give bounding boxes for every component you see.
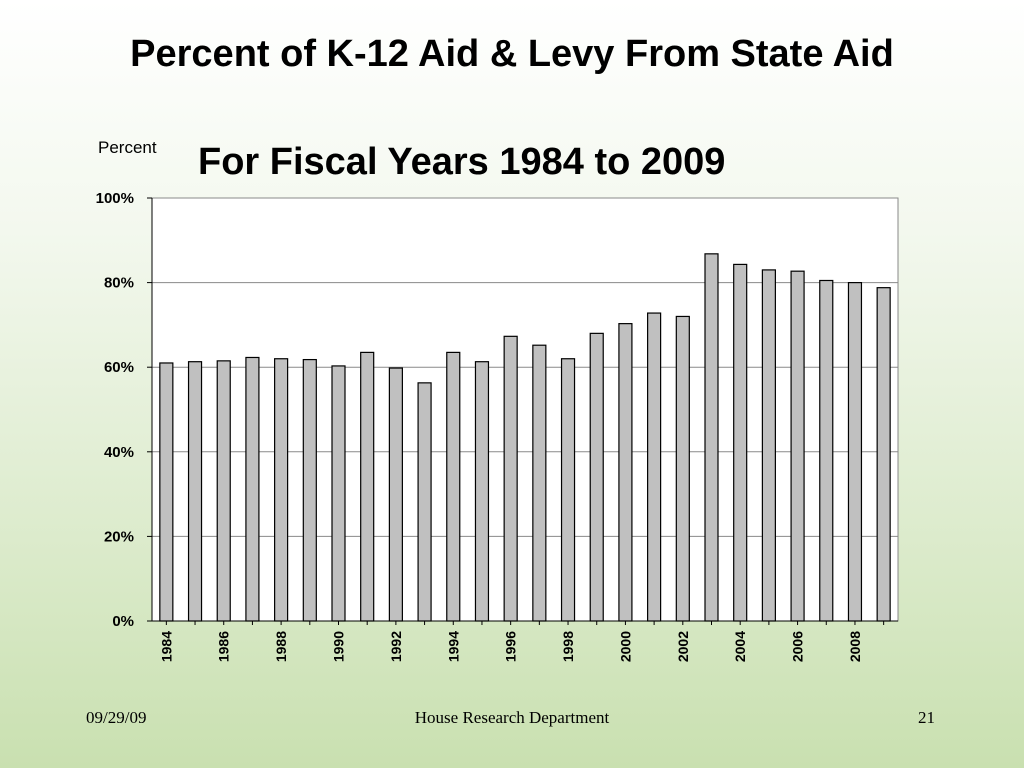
y-tick-label: 80% (104, 275, 134, 292)
slide-title: Percent of K-12 Aid & Levy From State Ai… (60, 28, 964, 80)
x-tick-label: 1992 (388, 631, 404, 662)
bar-2004 (733, 263, 748, 622)
bar-1987 (245, 356, 260, 622)
x-tick-label: 1996 (503, 631, 519, 662)
bar-1996 (503, 335, 518, 622)
bar-2009 (876, 287, 891, 622)
y-tick-label: 20% (104, 528, 134, 545)
bar-1985 (187, 361, 203, 622)
bar-1997 (532, 344, 547, 622)
bar-1986 (216, 360, 231, 622)
x-tick-label: 1998 (560, 631, 576, 662)
bar-2005 (761, 269, 776, 622)
bar-1994 (446, 351, 461, 622)
title-line-1: Percent of K-12 Aid & Levy From State Ai… (130, 33, 894, 75)
bar-2000 (618, 323, 633, 622)
x-tick-label: 1986 (216, 631, 232, 662)
bar-2006 (790, 270, 805, 622)
y-tick-label: 40% (104, 444, 134, 461)
x-tick-label: 1988 (273, 631, 289, 662)
y-tick-label: 60% (104, 359, 134, 376)
bar-2001 (647, 312, 662, 622)
bar-1988 (274, 358, 289, 622)
footer-date: 09/29/09 (86, 708, 147, 727)
bar-2007 (819, 279, 834, 622)
footer-department: House Research Department (414, 708, 610, 727)
bar-1984 (159, 362, 174, 622)
y-tick-label: 100% (96, 190, 134, 207)
slide-subtitle: For Fiscal Years 1984 to 2009 (198, 141, 726, 183)
bar-1989 (302, 358, 317, 622)
bar-1991 (360, 351, 375, 622)
bar-1998 (560, 358, 576, 622)
x-tick-label: 2004 (732, 631, 748, 662)
x-tick-label: 1984 (158, 631, 174, 662)
y-axis-label: Percent (98, 138, 157, 157)
bar-1995 (474, 361, 490, 622)
x-tick-label: 1994 (445, 631, 461, 662)
x-tick-label: 2008 (847, 631, 863, 662)
bar-2002 (675, 315, 690, 622)
bar-2003 (704, 253, 719, 622)
y-tick-label: 0% (112, 613, 134, 630)
x-tick-label: 2000 (617, 631, 633, 662)
bar-2008 (847, 282, 863, 622)
x-tick-label: 2002 (675, 631, 691, 662)
footer-page-number: 21 (918, 708, 935, 727)
bar-1993 (417, 382, 432, 622)
x-tick-label: 1990 (331, 631, 347, 662)
bar-1999 (589, 332, 604, 622)
bar-1990 (331, 365, 346, 622)
bar-1992 (388, 367, 403, 622)
plot-area (151, 197, 899, 622)
x-tick-label: 2006 (790, 631, 806, 662)
